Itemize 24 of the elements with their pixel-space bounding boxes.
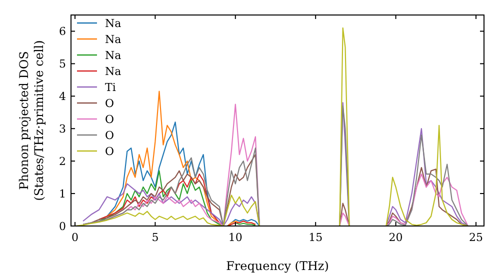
legend-label: O <box>105 112 114 126</box>
x-tick-label: 25 <box>468 231 483 244</box>
legend-label: O <box>105 128 114 142</box>
legend-label: Na <box>105 16 122 30</box>
legend-label: Na <box>105 64 122 78</box>
x-tick-label: 15 <box>308 231 323 244</box>
legend-label: O <box>105 96 114 110</box>
y-tick-label: 2 <box>59 154 66 168</box>
y-tick-label: 0 <box>59 220 66 233</box>
y-tick-label: 3 <box>59 122 66 136</box>
y-axis-title: Phonon projected DOS (States/THz·primitive cell) <box>17 40 46 201</box>
y-tick-label: 6 <box>59 25 66 38</box>
legend-label: Ti <box>105 80 116 94</box>
x-axis-title: Frequency (THz) <box>226 259 329 273</box>
x-tick-label: 10 <box>228 231 242 244</box>
legend-label: O <box>105 144 114 158</box>
x-tick-label: 0 <box>72 231 79 244</box>
legend-label: Na <box>105 32 122 46</box>
y-tick-label: 1 <box>59 187 66 200</box>
y-tick-label: 5 <box>59 58 66 71</box>
legend-label: Na <box>105 48 122 62</box>
y-tick-label: 4 <box>59 90 66 104</box>
x-tick-label: 20 <box>388 231 403 244</box>
x-tick-label: 5 <box>152 231 159 244</box>
